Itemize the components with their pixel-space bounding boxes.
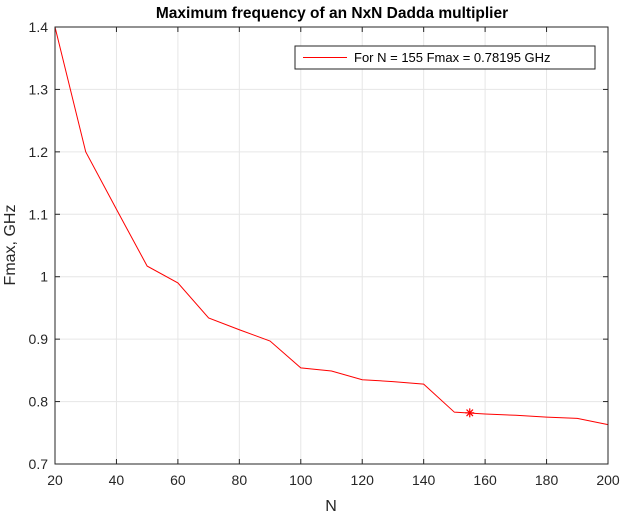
series-layer: [54, 26, 609, 426]
x-tick-label: 100: [289, 472, 313, 488]
x-tick-label: 60: [170, 472, 186, 488]
x-tick-label: 200: [596, 472, 620, 488]
y-tick-label: 1: [40, 269, 48, 285]
axes-box: [54, 26, 609, 465]
y-tick-label: 1.1: [29, 206, 49, 222]
x-tick-label: 140: [412, 472, 436, 488]
axes-frame: [54, 26, 609, 465]
legend-box: [294, 45, 596, 70]
y-tick-label: 1.2: [29, 144, 49, 160]
x-tick-label: 80: [232, 472, 248, 488]
x-tick-label: 40: [109, 472, 125, 488]
y-tick-label: 1.3: [29, 81, 49, 97]
x-tick-label: 20: [47, 472, 63, 488]
x-tick-label: 160: [473, 472, 497, 488]
legend: For N = 155 Fmax = 0.78195 GHz: [294, 45, 596, 70]
x-tick-label: 120: [351, 472, 375, 488]
x-axis-ticks: 20 40 60 80 100 120 140 160 180 200: [47, 27, 620, 488]
y-tick-label: 1.4: [29, 19, 49, 35]
y-tick-label: 0.7: [29, 456, 49, 472]
y-axis-ticks: 0.7 0.8 0.9 1 1.1 1.2 1.3 1.4: [29, 19, 608, 472]
highlight-marker: [465, 408, 475, 418]
x-axis-label: N: [325, 498, 337, 515]
y-axis-label: Fmax, GHz: [2, 205, 19, 286]
series-line: [54, 26, 609, 426]
y-tick-label: 0.8: [29, 394, 49, 410]
plot-area: [55, 27, 608, 464]
x-tick-label: 180: [535, 472, 559, 488]
chart-title: Maximum frequency of an NxN Dadda multip…: [156, 5, 508, 22]
y-tick-label: 0.9: [29, 331, 49, 347]
legend-entry-label: For N = 155 Fmax = 0.78195 GHz: [354, 50, 551, 65]
